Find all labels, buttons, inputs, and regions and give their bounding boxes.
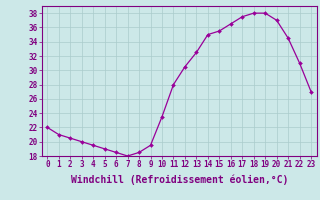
X-axis label: Windchill (Refroidissement éolien,°C): Windchill (Refroidissement éolien,°C) [70,175,288,185]
